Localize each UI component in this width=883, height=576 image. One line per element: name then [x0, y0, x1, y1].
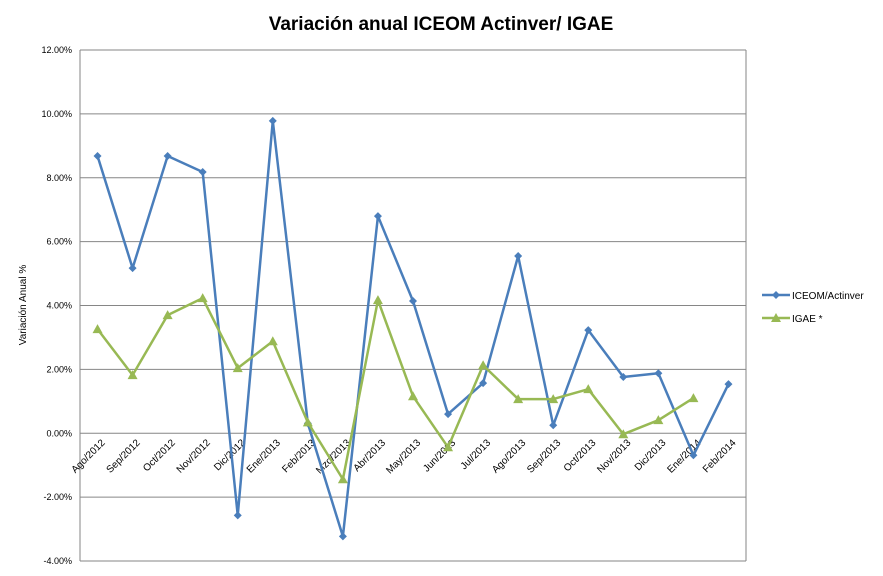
y-tick-label: -4.00%	[43, 556, 72, 566]
x-tick-label: Nov/2013	[595, 437, 633, 475]
data-point	[372, 295, 383, 305]
y-tick-label: 10.00%	[41, 109, 72, 119]
data-point	[724, 380, 733, 389]
data-point	[128, 264, 137, 273]
data-point	[93, 152, 102, 161]
data-point	[92, 324, 103, 334]
series-line	[96, 296, 695, 481]
x-tick-label: Ene/2013	[245, 437, 283, 475]
data-point	[408, 391, 418, 401]
x-tick-label: May/2013	[384, 437, 423, 476]
x-tick-label: Oct/2012	[141, 437, 178, 474]
legend-label: ICEOM/Actinver	[792, 291, 864, 302]
data-point	[653, 415, 664, 425]
y-tick-label: 6.00%	[46, 237, 72, 247]
series-line	[96, 119, 730, 538]
data-point	[162, 310, 173, 320]
chart-title: Variación anual ICEOM Actinver/ IGAE	[269, 14, 614, 35]
y-tick-label: 4.00%	[46, 301, 72, 311]
data-point	[197, 293, 208, 303]
data-point	[444, 410, 453, 419]
series-1	[92, 293, 699, 484]
y-tick-label: 0.00%	[46, 428, 72, 438]
y-tick-label: 2.00%	[46, 364, 72, 374]
x-tick-label: Sep/2012	[105, 437, 143, 475]
x-tick-label: Nov/2012	[175, 437, 213, 475]
x-tick-label: Feb/2013	[280, 437, 318, 475]
data-point	[232, 363, 243, 373]
data-point	[479, 379, 488, 388]
data-point	[618, 429, 629, 439]
x-tick-label: Ago/2013	[490, 437, 528, 475]
y-tick-label: -2.00%	[43, 492, 72, 502]
data-point	[163, 152, 172, 161]
legend-marker	[772, 291, 780, 299]
data-point	[654, 369, 663, 378]
y-tick-label: 12.00%	[41, 45, 72, 55]
data-point	[619, 373, 628, 382]
data-point	[583, 384, 594, 394]
data-point	[478, 360, 489, 370]
y-tick-label: 8.00%	[46, 173, 72, 183]
data-point	[688, 393, 699, 403]
x-tick-label: Abr/2013	[352, 437, 389, 474]
data-point	[549, 421, 558, 430]
x-tick-label: Dic/2013	[633, 437, 669, 473]
series-0	[93, 116, 733, 541]
data-point	[409, 297, 417, 306]
data-point	[302, 417, 313, 427]
data-point	[198, 168, 207, 177]
x-tick-label: Jul/2013	[459, 437, 494, 472]
x-tick-label: Ago/2012	[70, 437, 108, 475]
data-point	[337, 474, 348, 484]
data-point	[233, 511, 242, 520]
y-axis-label: Variación Anual %	[18, 265, 29, 346]
x-tick-label: Jun/2013	[421, 437, 458, 474]
x-tick-label: Feb/2014	[701, 437, 739, 475]
data-point	[268, 116, 277, 125]
data-point	[127, 370, 138, 380]
legend-marker	[771, 313, 781, 322]
data-point	[443, 442, 454, 452]
data-point	[338, 532, 347, 541]
data-point	[584, 326, 593, 335]
data-point	[514, 251, 523, 260]
data-point	[689, 451, 698, 460]
data-point	[373, 212, 382, 221]
data-point	[267, 336, 278, 346]
x-tick-label: Sep/2013	[525, 437, 563, 475]
x-tick-label: Oct/2013	[562, 437, 599, 474]
data-point	[548, 394, 559, 404]
legend-label: IGAE *	[792, 314, 823, 325]
data-point	[513, 394, 524, 404]
